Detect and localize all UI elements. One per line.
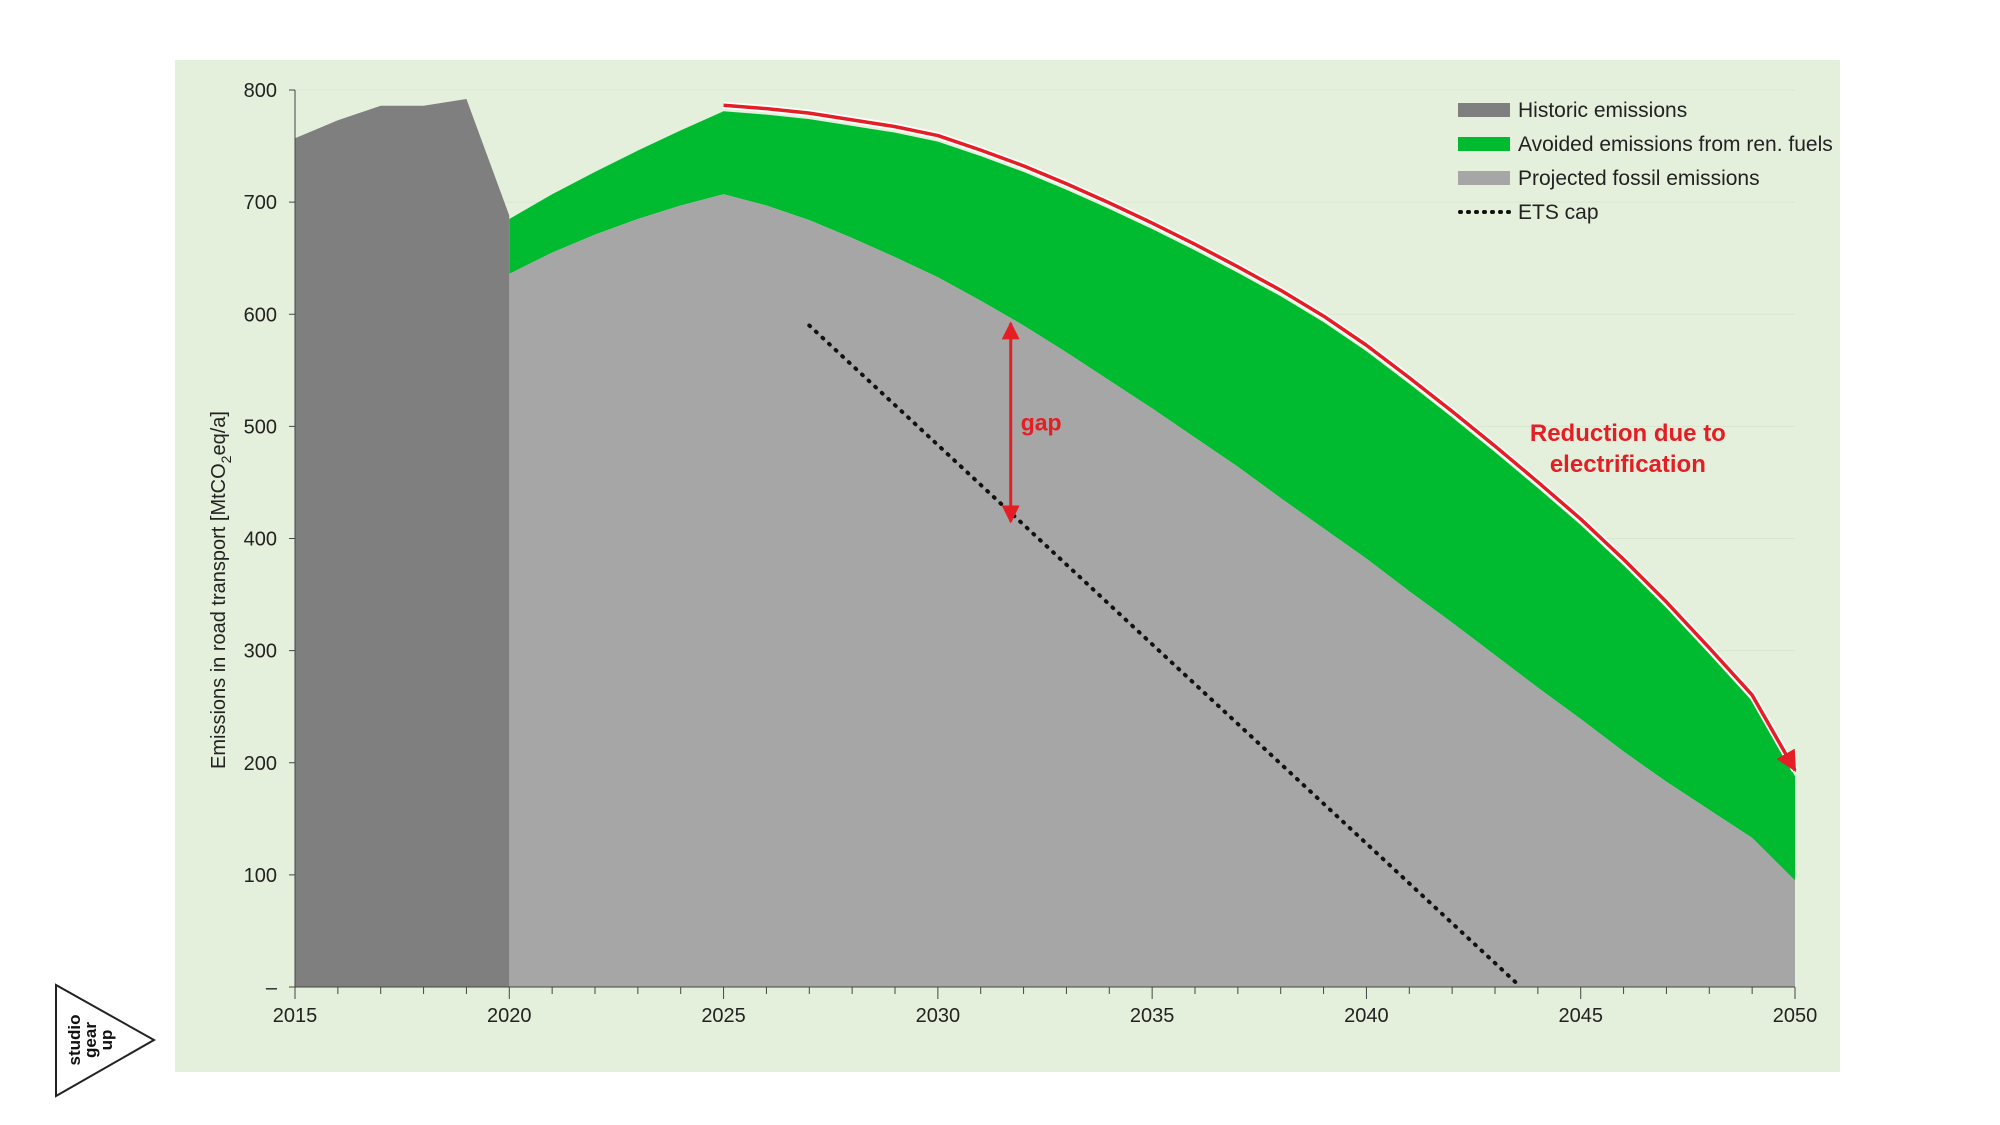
legend-label: ETS cap — [1518, 201, 1599, 224]
logo-text-line-3: up — [97, 1030, 116, 1051]
legend-label: Avoided emissions from ren. fuels — [1518, 133, 1833, 156]
chart-panel: 2015 2020 2025 2030 2035 2040 2045 2050 – 100 200 3… — [175, 60, 1840, 1072]
y-tick-label: 500 — [244, 416, 277, 438]
y-tick-label: 100 — [244, 865, 277, 887]
x-tick-label: 2050 — [1773, 1005, 1818, 1027]
logo-text-line-1: studio — [65, 1015, 84, 1066]
annotation-layer: gap Reduction due to electrification — [723, 101, 1799, 773]
emissions-chart: 2015 2020 2025 2030 2035 2040 2045 2050 – 100 200 3… — [208, 80, 1833, 1027]
logo-triangle — [55, 983, 157, 1098]
y-tick-label: – — [266, 977, 278, 999]
y-tick-label: 700 — [244, 192, 277, 214]
y-tick-label: 600 — [244, 304, 277, 326]
gap-label: gap — [1021, 409, 1062, 435]
y-axis-title-part-1: Emissions in road transport [MtCO — [208, 463, 230, 769]
x-tick-label: 2035 — [1130, 1005, 1175, 1027]
reduction-label-line: Reduction due to — [1530, 420, 1726, 447]
legend-label: Projected fossil emissions — [1518, 167, 1760, 190]
legend-swatch — [1458, 137, 1510, 151]
y-tick-label: 300 — [244, 641, 277, 663]
logo-text-line-2: gear — [81, 1022, 100, 1058]
y-axis-title-subscript: 2 — [218, 455, 234, 463]
axes-layer: 2015 2020 2025 2030 2035 2040 2045 2050 – 100 200 3… — [244, 80, 1818, 1027]
legend-label: Historic emissions — [1518, 99, 1687, 122]
y-tick-label: 400 — [244, 529, 277, 551]
legend-swatch — [1458, 103, 1510, 117]
x-tick-label: 2015 — [273, 1005, 318, 1027]
avoided-emissions-area — [509, 111, 1796, 881]
ets-cap-line — [807, 323, 1523, 989]
projected-fossil-emissions-area — [509, 194, 1796, 987]
y-axis-title-part-2: eq/a] — [208, 411, 230, 455]
historic-emissions-area — [295, 98, 510, 988]
legend: Historic emissions Avoided emissions from… — [1458, 99, 1833, 224]
area-layer — [295, 98, 1796, 989]
reduction-label-line: electrification — [1550, 451, 1706, 478]
studio-gear-up-logo: studio gear up — [50, 980, 170, 1100]
x-tick-label: 2025 — [701, 1005, 746, 1027]
reduction-arrow — [723, 103, 1797, 773]
y-tick-label: 800 — [244, 80, 277, 102]
x-tick-label: 2020 — [487, 1005, 532, 1027]
x-tick-label: 2045 — [1558, 1005, 1603, 1027]
y-axis-title: Emissions in road transport [MtCO2eq/a] — [208, 411, 234, 769]
x-tick-label: 2040 — [1344, 1005, 1389, 1027]
y-tick-label: 200 — [244, 753, 277, 775]
legend-swatch — [1458, 171, 1510, 185]
x-tick-label: 2030 — [916, 1005, 961, 1027]
